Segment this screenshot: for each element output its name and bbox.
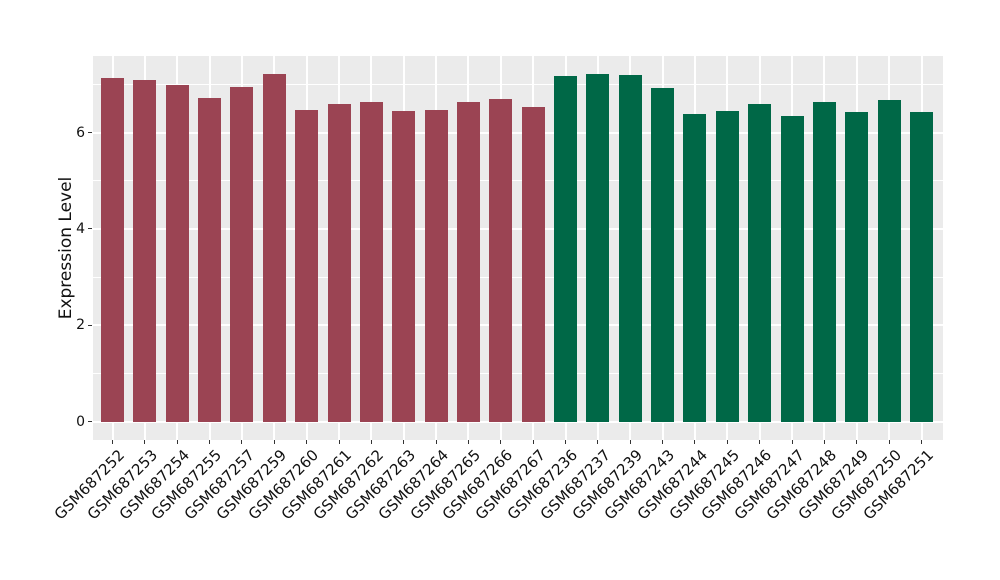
gridline-minor-y5 (93, 180, 943, 182)
x-tick-mark (597, 440, 599, 444)
y-tick-mark (88, 421, 92, 422)
x-tick-mark (921, 440, 922, 444)
x-tick-mark (694, 440, 696, 444)
y-tick-label: 6 (76, 124, 85, 141)
bar (230, 87, 254, 422)
bar (521, 107, 545, 422)
x-tick-mark (144, 440, 146, 444)
gridline-minor-y1 (93, 372, 943, 374)
bar (845, 111, 869, 422)
bar (424, 109, 448, 422)
bar (651, 87, 675, 422)
x-tick-mark (370, 440, 372, 444)
x-tick-mark (629, 440, 631, 444)
bar (262, 74, 286, 422)
y-axis-label: Expression Level (56, 176, 76, 320)
x-tick-mark (467, 440, 469, 444)
x-tick-mark (176, 440, 178, 444)
y-tick-label: 2 (76, 317, 85, 334)
bar (877, 100, 901, 422)
bar (327, 103, 351, 422)
bar (715, 110, 739, 422)
gridline-major-y0 (93, 420, 943, 423)
bar (618, 74, 642, 422)
bar (198, 98, 222, 422)
x-tick-mark (791, 440, 793, 444)
bar (165, 84, 189, 422)
bar (910, 111, 933, 422)
gridline-minor-y3 (93, 276, 943, 278)
plot-panel (93, 56, 943, 440)
x-tick-mark (209, 440, 211, 444)
gridline-minor-y7 (93, 83, 943, 85)
gridline-major-y4 (93, 227, 943, 230)
x-tick-mark (759, 440, 761, 444)
bar (101, 77, 124, 422)
x-tick-mark (338, 440, 340, 444)
x-tick-mark (403, 440, 405, 444)
bar (683, 113, 707, 422)
x-tick-mark (435, 440, 437, 444)
x-tick-mark (273, 440, 275, 444)
x-tick-mark (112, 440, 113, 444)
gridline-major-y6 (93, 131, 943, 134)
x-tick-mark (500, 440, 502, 444)
x-tick-mark (241, 440, 243, 444)
x-tick-mark (726, 440, 728, 444)
bar (489, 98, 513, 422)
y-tick-mark (88, 324, 92, 326)
bar (812, 102, 836, 422)
bar (392, 110, 416, 422)
bar (780, 116, 804, 422)
x-tick-mark (888, 440, 890, 444)
bar (748, 104, 772, 422)
y-tick-mark (88, 132, 92, 134)
bar (295, 109, 319, 422)
bar (456, 102, 480, 422)
bar (554, 76, 578, 422)
x-tick-mark (532, 440, 534, 444)
y-tick-label: 4 (76, 220, 85, 237)
bar (359, 101, 383, 422)
bar (133, 79, 157, 422)
x-tick-mark (823, 440, 825, 444)
y-tick-label: 0 (76, 413, 85, 430)
x-tick-mark (856, 440, 858, 444)
x-tick-mark (662, 440, 664, 444)
bar (586, 74, 610, 422)
y-tick-mark (88, 228, 92, 230)
x-tick-mark (306, 440, 308, 444)
gridline-major-y2 (93, 324, 943, 327)
x-tick-mark (565, 440, 567, 444)
